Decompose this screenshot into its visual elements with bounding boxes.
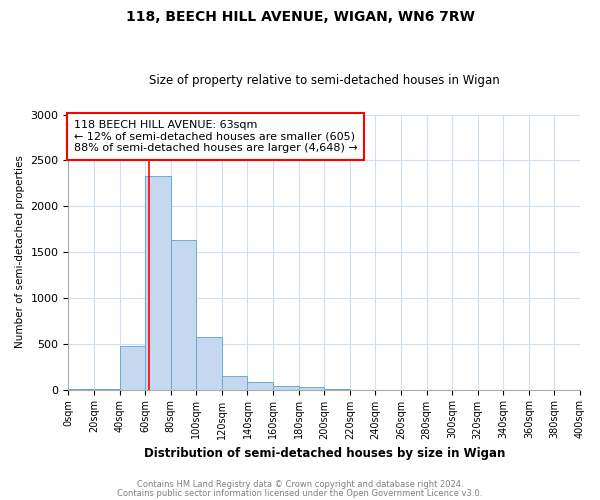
Bar <box>247 382 273 390</box>
Text: Contains HM Land Registry data © Crown copyright and database right 2024.: Contains HM Land Registry data © Crown c… <box>137 480 463 489</box>
Title: Size of property relative to semi-detached houses in Wigan: Size of property relative to semi-detach… <box>149 74 500 87</box>
Y-axis label: Number of semi-detached properties: Number of semi-detached properties <box>15 156 25 348</box>
Text: 118 BEECH HILL AVENUE: 63sqm
← 12% of semi-detached houses are smaller (605)
88%: 118 BEECH HILL AVENUE: 63sqm ← 12% of se… <box>74 120 357 154</box>
Bar <box>94 388 119 390</box>
Text: 118, BEECH HILL AVENUE, WIGAN, WN6 7RW: 118, BEECH HILL AVENUE, WIGAN, WN6 7RW <box>125 10 475 24</box>
Bar <box>196 338 222 390</box>
Bar <box>145 176 171 390</box>
Bar <box>119 346 145 390</box>
Bar <box>273 386 299 390</box>
Bar <box>324 388 350 390</box>
Bar <box>299 387 324 390</box>
Bar <box>68 388 94 390</box>
X-axis label: Distribution of semi-detached houses by size in Wigan: Distribution of semi-detached houses by … <box>143 447 505 460</box>
Bar <box>222 376 247 390</box>
Bar <box>171 240 196 390</box>
Text: Contains public sector information licensed under the Open Government Licence v3: Contains public sector information licen… <box>118 488 482 498</box>
